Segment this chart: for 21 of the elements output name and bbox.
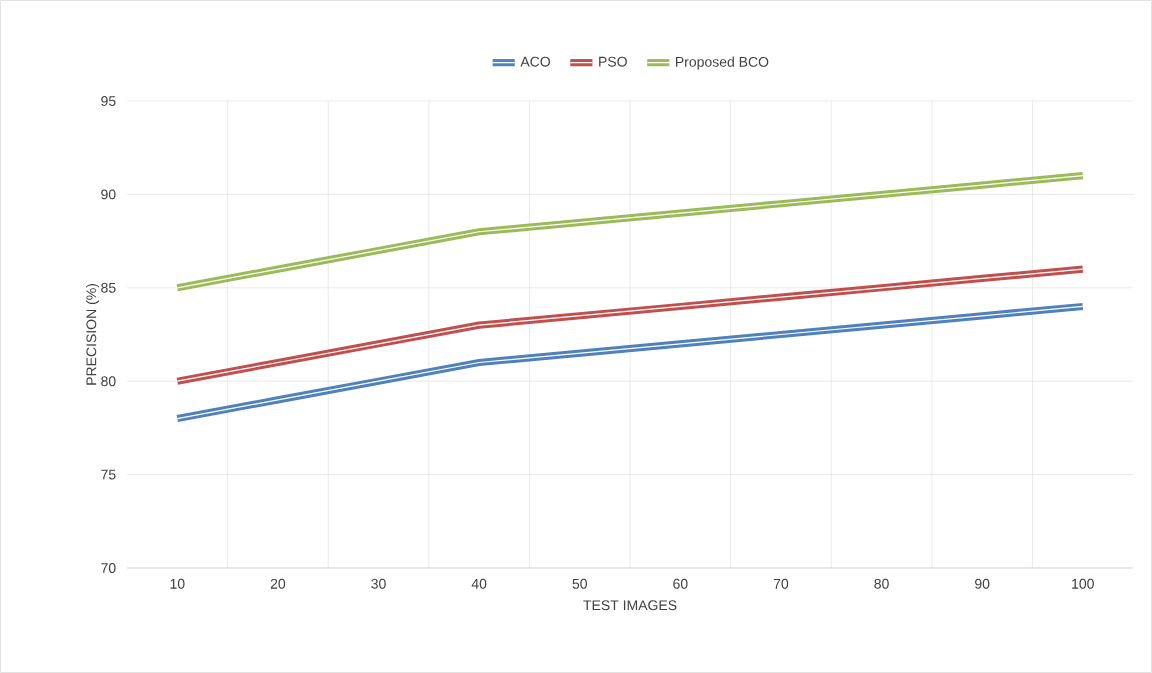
- x-tick-label: 70: [773, 578, 789, 589]
- x-tick-label: 50: [572, 578, 587, 589]
- x-tick-label: 10: [170, 578, 185, 589]
- x-tick-label: 80: [874, 578, 889, 589]
- y-tick-label: 85: [101, 282, 116, 293]
- legend-label: Proposed BCO: [676, 56, 769, 70]
- y-tick-label: 80: [101, 376, 116, 387]
- x-tick-label: 100: [1072, 578, 1094, 589]
- x-tick-label: 40: [471, 578, 487, 589]
- y-tick-label: 95: [101, 96, 116, 106]
- x-tick-label: 90: [975, 578, 990, 589]
- legend-label: PSO: [599, 56, 627, 67]
- y-tick-label: 75: [101, 469, 116, 480]
- y-axis-title: PRECISION (%): [86, 284, 100, 385]
- x-tick-label: 30: [371, 578, 386, 589]
- y-tick-label: 70: [101, 563, 116, 573]
- legend-label: ACO: [520, 56, 551, 67]
- x-tick-label: 20: [270, 578, 286, 589]
- x-axis-title: TEST IMAGES: [583, 600, 677, 611]
- x-tick-label: 60: [673, 578, 688, 589]
- y-tick-label: 90: [101, 189, 116, 200]
